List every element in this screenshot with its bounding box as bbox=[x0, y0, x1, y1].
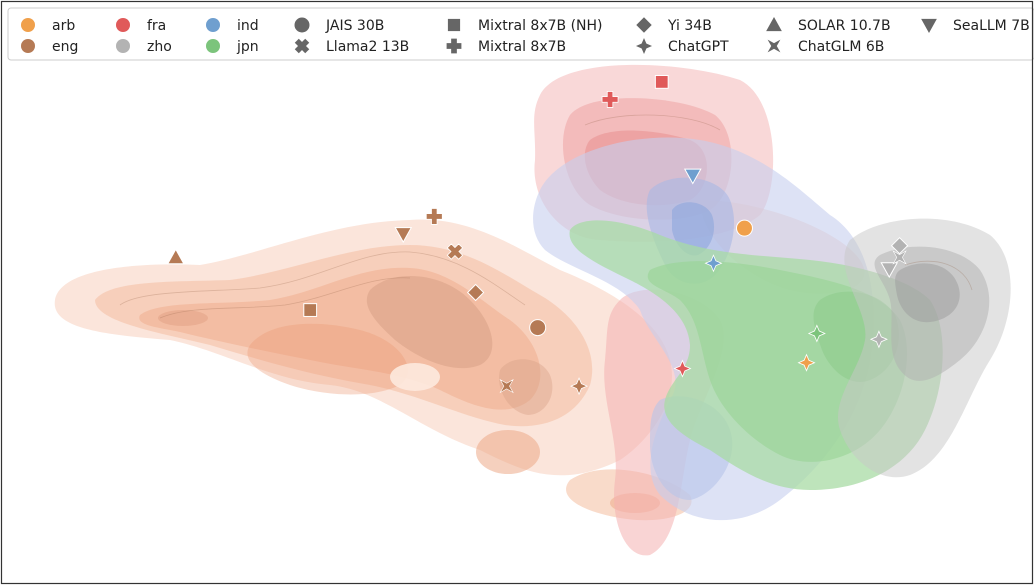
legend-swatch-arb bbox=[21, 18, 35, 32]
point-eng-mixtral-8x7b bbox=[425, 208, 443, 225]
legend-label-ind: ind bbox=[237, 18, 259, 34]
point-eng-solar-10-7b bbox=[166, 248, 185, 265]
legend-swatch-eng bbox=[21, 39, 35, 53]
point-fra-mixtral-8x7b bbox=[601, 91, 619, 108]
data-points bbox=[166, 75, 909, 396]
legend-label-chatgpt: ChatGPT bbox=[668, 39, 729, 55]
legend-swatch-zho bbox=[116, 39, 130, 53]
legend-marker-seallm-7b bbox=[921, 18, 937, 34]
legend-marker-jais-30b bbox=[294, 17, 310, 33]
legend-marker-llama2-13b bbox=[294, 38, 310, 54]
legend-label-chatglm-6b: ChatGLM 6B bbox=[798, 39, 884, 55]
legend-swatch-jpn bbox=[206, 39, 220, 53]
point-arb-chatgpt bbox=[797, 353, 816, 372]
legend-swatch-fra bbox=[116, 18, 130, 32]
point-eng-chatgpt bbox=[570, 377, 589, 396]
legend-label-fra: fra bbox=[147, 18, 166, 34]
legend-label-llama2-13b: Llama2 13B bbox=[326, 39, 409, 55]
density-layer bbox=[54, 64, 1011, 556]
contour-lines bbox=[119, 114, 973, 319]
point-zho-chatglm-6b bbox=[892, 250, 907, 265]
point-eng-chatglm-6b bbox=[499, 378, 514, 394]
legend-label-zho: zho bbox=[147, 39, 172, 55]
legend-label-solar-10-7b: SOLAR 10.7B bbox=[798, 18, 891, 34]
point-eng-yi-34b bbox=[466, 283, 485, 302]
legend-marker-mixtral-8x7b bbox=[446, 38, 462, 54]
legend-marker-chatgpt bbox=[635, 37, 653, 55]
legend-marker-chatglm-6b bbox=[767, 39, 781, 53]
point-ind-seallm-7b bbox=[683, 168, 702, 185]
point-eng-mixtral-8x7b-nh- bbox=[303, 303, 318, 317]
point-zho-chatgpt bbox=[869, 330, 888, 349]
legend-marker-yi-34b bbox=[636, 17, 652, 33]
legend-box bbox=[7, 7, 1034, 61]
legend-label-mixtral-8x7b: Mixtral 8x7B bbox=[478, 39, 566, 55]
point-arb-jais-30b bbox=[735, 219, 753, 237]
legend-marker-solar-10-7b bbox=[766, 16, 782, 32]
point-fra-mixtral-8x7b-nh- bbox=[654, 75, 669, 89]
legend-label-eng: eng bbox=[52, 39, 78, 55]
legend-marker-mixtral-8x7b-nh- bbox=[447, 18, 461, 32]
point-zho-yi-34b bbox=[890, 236, 909, 255]
legend: arb eng fra zho ind jpn JAIS 30B Llama2 13B Mixt… bbox=[7, 7, 1034, 61]
legend-label-seallm-7b: SeaLLM 7B bbox=[953, 18, 1030, 34]
point-eng-llama2-13b bbox=[446, 243, 464, 260]
legend-label-yi-34b: Yi 34B bbox=[667, 18, 712, 34]
legend-label-jpn: jpn bbox=[236, 39, 259, 55]
legend-swatch-ind bbox=[206, 18, 220, 32]
legend-label-jais-30b: JAIS 30B bbox=[325, 18, 384, 34]
point-ind-chatgpt bbox=[704, 254, 723, 273]
point-eng-seallm-7b bbox=[394, 227, 413, 244]
point-fra-chatgpt bbox=[673, 359, 692, 378]
point-jpn-chatgpt bbox=[807, 324, 826, 343]
point-zho-seallm-7b bbox=[880, 262, 899, 279]
legend-label-arb: arb bbox=[52, 18, 75, 34]
legend-label-mixtral-8x7b-nh-: Mixtral 8x7B (NH) bbox=[478, 18, 603, 34]
point-eng-jais-30b bbox=[529, 319, 547, 337]
density-zho bbox=[837, 218, 1011, 478]
